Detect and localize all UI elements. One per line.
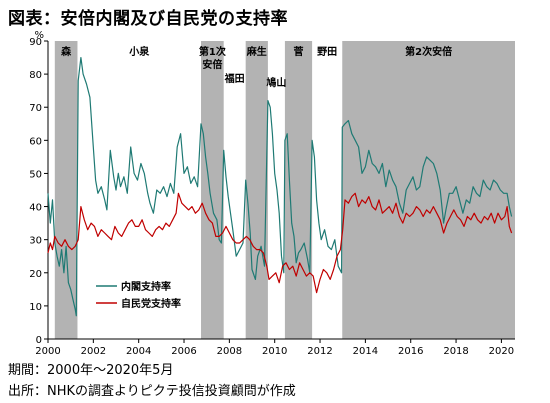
y-tick-label: 20 — [29, 269, 42, 280]
period-label-4: 麻生 — [246, 45, 267, 58]
x-tick-label: 2016 — [398, 346, 423, 357]
legend-label-0: 内閣支持率 — [121, 280, 171, 293]
period-shade-6 — [284, 41, 313, 339]
x-tick-label: 2012 — [307, 346, 332, 357]
period-label-5: 鳩山 — [266, 76, 286, 89]
series-line-cabinet-approval — [47, 57, 513, 317]
y-tick-label: 10 — [29, 302, 42, 313]
x-tick-label: 2010 — [262, 346, 287, 357]
period-label-7: 野田 — [317, 46, 337, 58]
period-label-2: 第1次安倍 — [199, 45, 226, 71]
y-tick-label: 30 — [29, 236, 42, 247]
y-tick-label: 80 — [29, 70, 42, 81]
x-tick-label: 2000 — [35, 346, 60, 357]
y-tick-label: 60 — [29, 136, 42, 147]
legend-label-1: 自民党支持率 — [121, 297, 181, 310]
period-label-1: 小泉 — [128, 45, 150, 58]
chart-title: 図表：安倍内閣及び自民党の支持率 — [8, 9, 288, 29]
x-tick-label: 2004 — [126, 346, 151, 357]
period-label-8: 第2次安倍 — [405, 45, 452, 58]
y-tick-label: 40 — [29, 203, 42, 214]
series-line-ldp-support — [47, 192, 513, 294]
y-unit-label: % — [34, 30, 44, 41]
x-tick-label: 2008 — [217, 346, 242, 357]
period-shade-2 — [201, 41, 224, 339]
y-tick-label: 0 — [36, 335, 42, 346]
period-label-3: 福田 — [224, 72, 245, 85]
x-tick-label: 2018 — [443, 346, 468, 357]
y-tick-label: 90 — [29, 37, 42, 48]
period-shading — [54, 41, 515, 339]
y-tick-label: 50 — [29, 169, 42, 180]
source-note: 出所：NHKの調査よりピクテ投信投資顧問が作成 — [8, 384, 296, 399]
x-tick-label: 2002 — [81, 346, 106, 357]
period-shade-4 — [245, 41, 268, 339]
x-tick-label: 2006 — [171, 346, 196, 357]
period-label-6: 菅 — [294, 45, 304, 58]
period-shade-8 — [342, 41, 515, 339]
y-tick-label: 70 — [29, 103, 42, 114]
x-tick-label: 2014 — [353, 346, 378, 357]
period-shade-0 — [54, 41, 78, 339]
axes: 0 10 20 30 40 50 60 70 80 90% 2000 2002 2004 2006 2008… — [29, 30, 515, 357]
series-lines — [47, 57, 513, 317]
x-tick-label: 2020 — [489, 346, 514, 357]
period-label-0: 森 — [60, 45, 72, 58]
period-note: 期間：2000年～2020年5月 — [8, 363, 174, 378]
